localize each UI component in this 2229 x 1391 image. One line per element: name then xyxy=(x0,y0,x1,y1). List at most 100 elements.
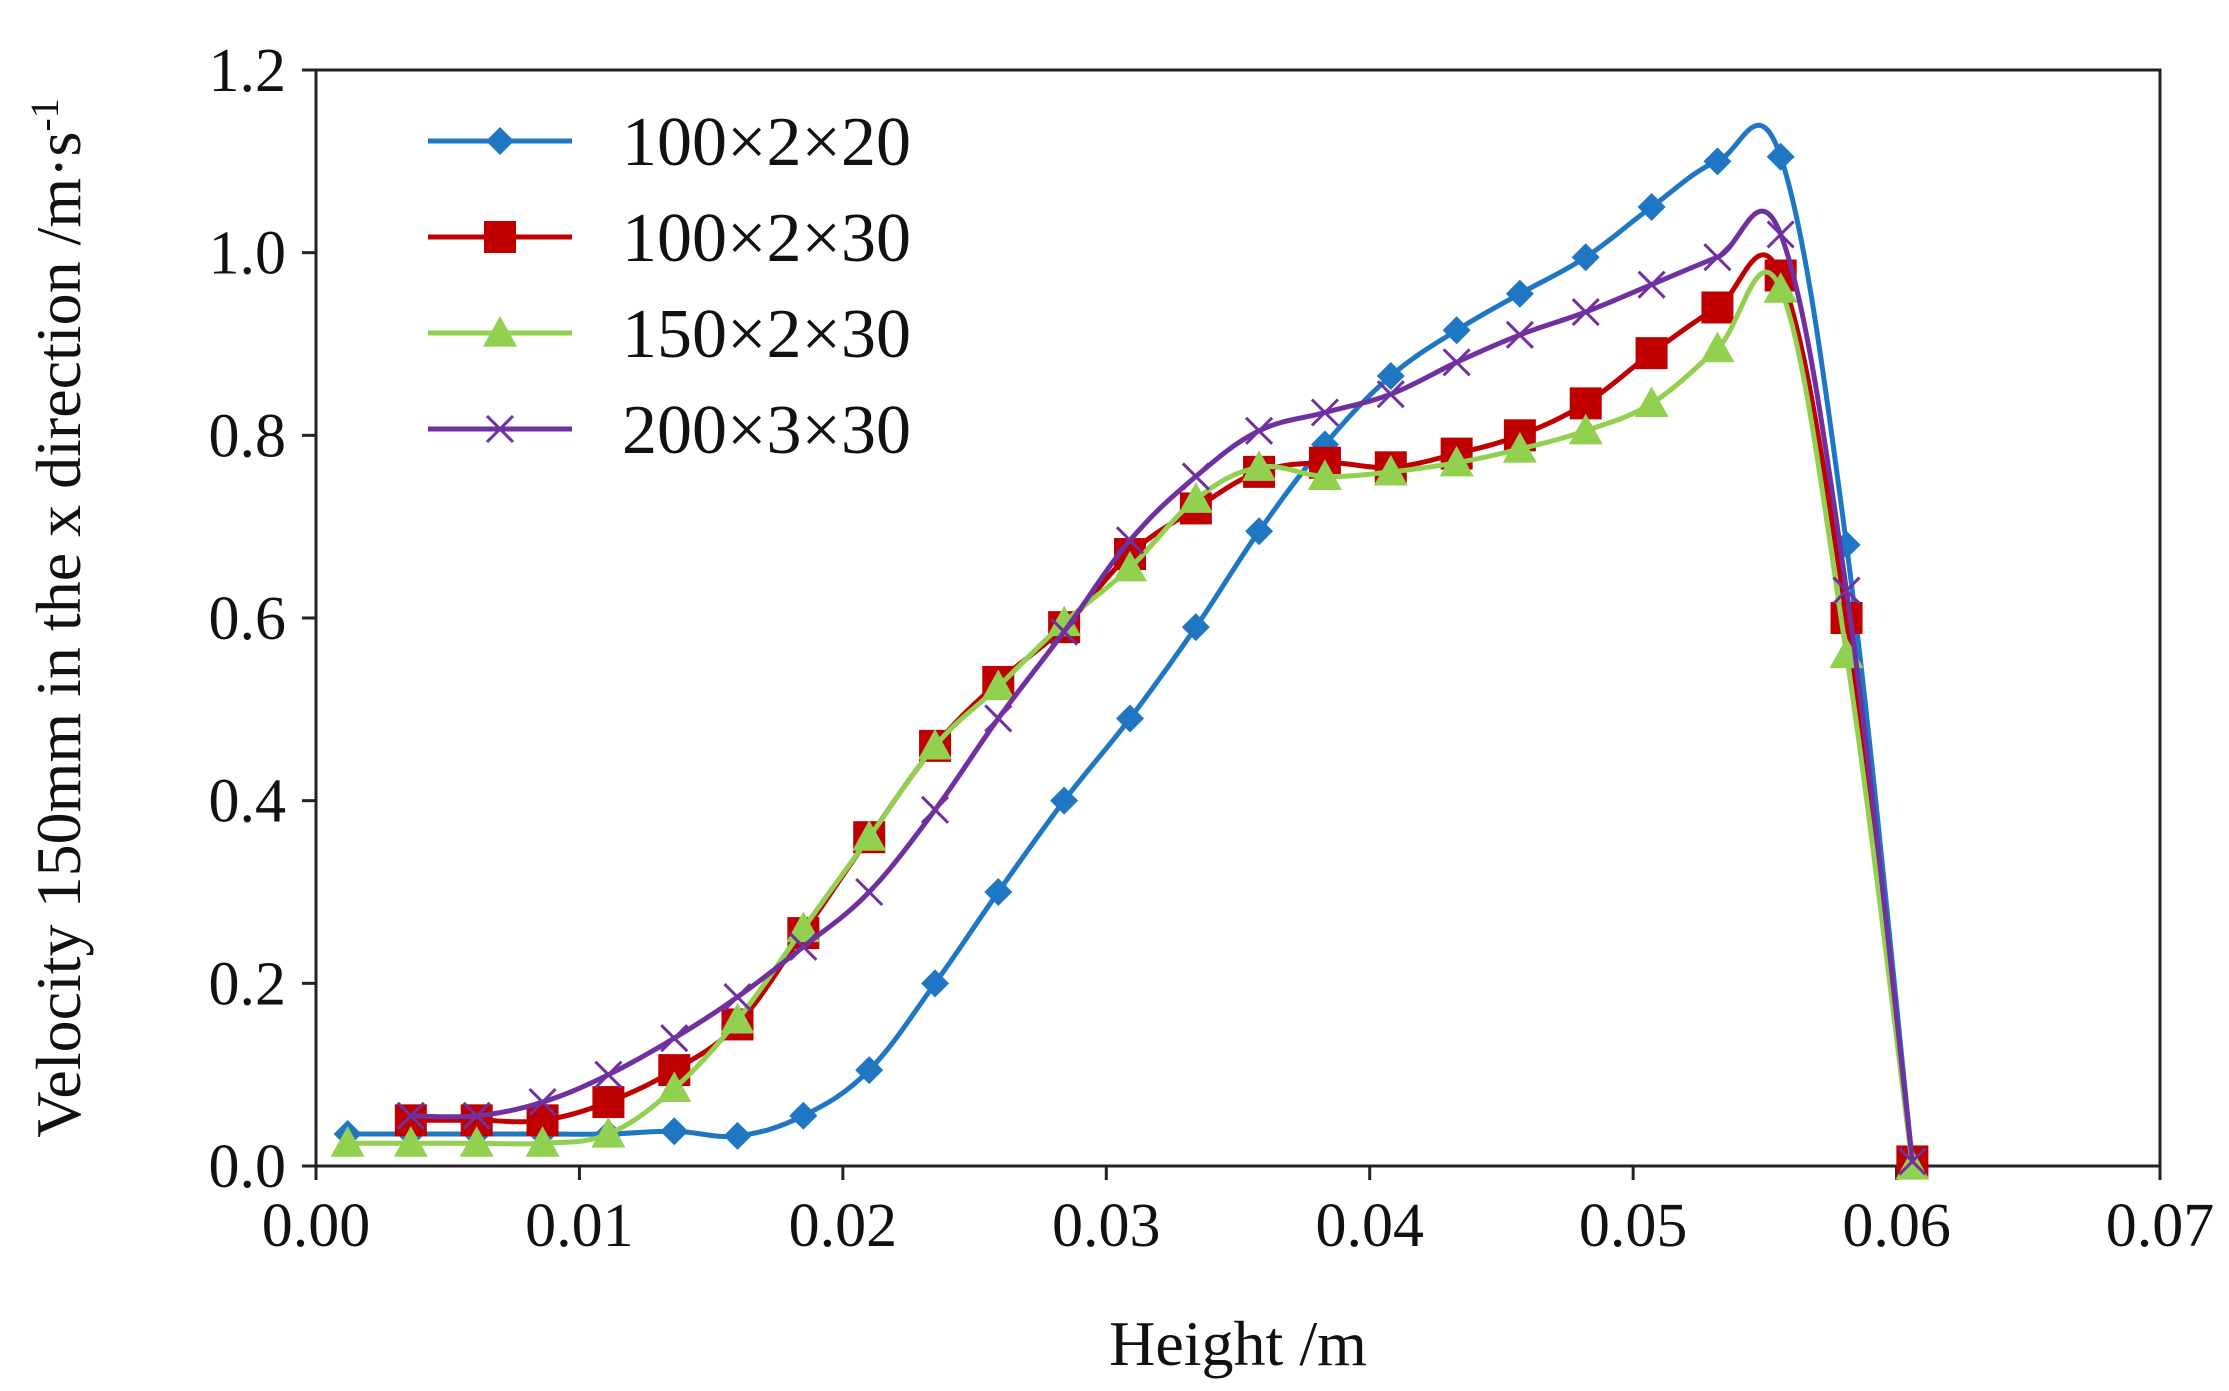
data-point xyxy=(1703,243,1732,272)
legend-marker xyxy=(485,414,515,444)
data-point xyxy=(1637,193,1666,221)
data-point xyxy=(1700,331,1735,363)
data-point xyxy=(720,1002,755,1034)
legend-marker xyxy=(484,221,516,253)
data-point xyxy=(1442,316,1471,345)
y-tick-label: 0.2 xyxy=(209,950,287,1018)
data-point xyxy=(1050,786,1079,815)
data-point xyxy=(1310,398,1339,427)
data-point xyxy=(723,1121,752,1150)
y-axis-title-superscript: -1 xyxy=(22,98,67,131)
data-point xyxy=(592,1086,625,1119)
y-tick-label: 0.8 xyxy=(209,402,287,470)
data-point xyxy=(1568,413,1603,445)
data-point xyxy=(594,1060,623,1089)
data-point xyxy=(528,1088,557,1117)
data-point xyxy=(1703,147,1732,176)
data-point xyxy=(984,878,1013,906)
data-point xyxy=(921,969,950,998)
data-point xyxy=(1505,320,1534,349)
data-point xyxy=(786,911,821,943)
data-point xyxy=(1047,605,1082,637)
data-point xyxy=(1766,142,1795,171)
y-tick-label: 0.4 xyxy=(209,768,287,836)
data-point xyxy=(1112,550,1147,582)
data-point xyxy=(1439,445,1474,477)
data-point xyxy=(1571,297,1600,327)
data-point xyxy=(657,1071,692,1102)
series-3 xyxy=(330,269,1930,1180)
data-point xyxy=(393,1126,428,1157)
x-axis-title: Height /m xyxy=(1109,1308,1367,1379)
x-tick-label: 0.02 xyxy=(789,1192,898,1260)
data-point xyxy=(330,1126,365,1157)
data-point xyxy=(1181,613,1210,642)
y-axis-title-main: Velocity 150mm in the x direction /m·s xyxy=(23,132,94,1138)
y-tick-label: 0.6 xyxy=(209,585,287,653)
y-axis-title: Velocity 150mm in the x direction /m·s-1 xyxy=(22,98,95,1137)
data-point xyxy=(1635,337,1668,370)
data-point xyxy=(1898,1147,1927,1176)
data-point xyxy=(1571,243,1600,272)
legend: 100×2×20 100×2×30 150×2×30 200×3×30 xyxy=(428,104,911,469)
legend-item: 100×2×20 xyxy=(428,104,911,181)
x-tick-label: 0.05 xyxy=(1579,1192,1688,1260)
y-axis-ticks: 0.0 0.2 0.4 0.6 0.8 1.0 1.2 xyxy=(209,37,316,1201)
data-point xyxy=(660,1024,689,1053)
data-point xyxy=(525,1126,560,1157)
data-point xyxy=(789,1101,818,1130)
x-tick-label: 0.04 xyxy=(1315,1192,1424,1260)
data-point xyxy=(1245,517,1274,546)
data-point xyxy=(1376,380,1405,409)
data-point xyxy=(918,728,953,760)
legend-label: 100×2×30 xyxy=(622,200,911,277)
legend-item: 150×2×30 xyxy=(428,296,911,373)
data-point xyxy=(855,877,884,907)
data-point xyxy=(1832,576,1861,605)
y-tick-label: 1.2 xyxy=(209,37,287,105)
data-point xyxy=(1701,291,1734,324)
legend-marker xyxy=(483,316,517,347)
legend-label: 200×3×30 xyxy=(622,392,911,469)
data-point xyxy=(1376,361,1405,390)
series-4 xyxy=(396,208,1927,1176)
x-tick-label: 0.00 xyxy=(262,1192,371,1260)
data-point xyxy=(1050,617,1079,646)
data-point xyxy=(852,820,887,851)
data-point xyxy=(1115,526,1145,555)
data-point xyxy=(1637,270,1666,299)
series-layer xyxy=(330,122,1930,1180)
data-point xyxy=(1115,704,1144,733)
y-tick-label: 0.0 xyxy=(209,1133,287,1201)
data-point xyxy=(462,1101,491,1130)
data-point xyxy=(723,982,752,1012)
data-point xyxy=(660,1117,689,1146)
data-point xyxy=(396,1101,425,1130)
data-point xyxy=(789,932,818,961)
x-tick-label: 0.07 xyxy=(2106,1192,2215,1260)
data-point xyxy=(1245,416,1274,445)
data-point xyxy=(1502,432,1537,463)
x-tick-label: 0.06 xyxy=(1842,1192,1951,1260)
data-point xyxy=(1763,272,1798,303)
data-point xyxy=(981,669,1016,701)
legend-label: 100×2×20 xyxy=(622,104,911,181)
legend-marker xyxy=(486,127,514,155)
data-point xyxy=(1442,348,1471,377)
data-point xyxy=(1181,462,1210,491)
data-point xyxy=(1307,459,1342,491)
data-point xyxy=(984,704,1013,733)
data-point xyxy=(920,795,950,824)
legend-item: 200×3×30 xyxy=(428,392,911,469)
y-tick-label: 1.0 xyxy=(209,220,287,288)
data-point xyxy=(1505,279,1534,308)
data-point xyxy=(1766,220,1795,249)
legend-item: 100×2×30 xyxy=(428,200,911,277)
data-point xyxy=(855,1056,884,1085)
data-point xyxy=(1634,386,1669,417)
x-axis-ticks: 0.00 0.01 0.02 0.03 0.04 0.05 0.06 0.07 xyxy=(262,1166,2215,1260)
data-point xyxy=(1373,454,1408,486)
data-point xyxy=(1178,482,1213,513)
